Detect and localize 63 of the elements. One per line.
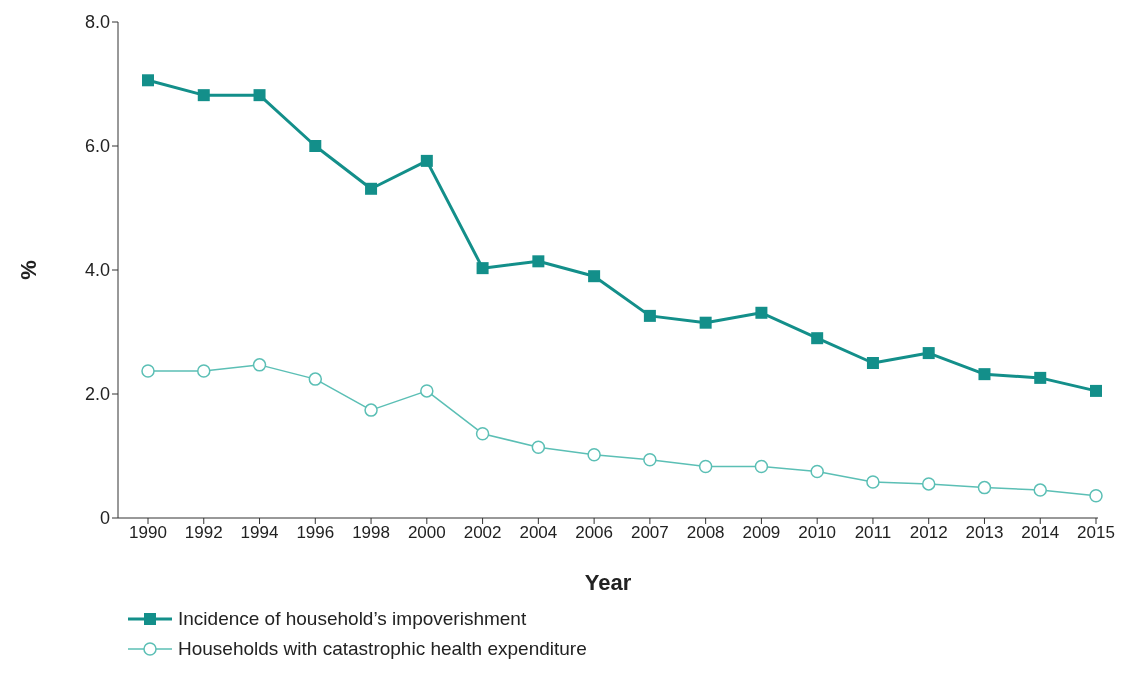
point [921,477,936,491]
point [309,140,322,152]
x-tick-label: 1996 [296,523,335,543]
point [755,306,768,319]
point [308,372,323,386]
point [197,89,210,102]
x-tick-label: 1994 [240,523,279,543]
point [532,255,545,268]
point [588,270,601,283]
x-tick-label: 2008 [686,523,725,543]
y-tick-label: 0 [99,508,110,529]
point [197,364,211,378]
point [252,358,267,372]
point [420,384,434,398]
point [643,309,656,322]
point [810,464,824,479]
point [1089,488,1103,503]
point [420,154,433,167]
x-tick-label: 2004 [519,523,558,543]
point [253,89,266,102]
legend-label: Households with catastrophic health expenditure [178,638,587,660]
point [643,452,657,467]
x-tick-label: 2011 [854,523,892,543]
x-tick-label: 2015 [1077,523,1115,543]
x-tick-label: 2007 [630,523,669,543]
x-tick-label: 2002 [463,523,502,543]
y-axis-title: % [15,260,41,280]
x-tick-label: 1992 [184,523,223,543]
y-tick-label: 8.0 [84,12,110,33]
y-tick-label: 2.0 [84,384,110,405]
point [365,182,378,195]
point [866,357,879,369]
point [476,262,489,275]
point [142,74,154,87]
x-tick-label: 2010 [798,523,837,543]
x-tick-label: 2009 [742,523,781,543]
legend-label: Incidence of household’s impoverishment [178,608,527,630]
point [699,316,712,329]
point [978,368,991,381]
x-tick-label: 2014 [1021,523,1060,543]
point [1090,384,1102,397]
point [811,332,824,345]
point [698,459,713,474]
point [977,480,992,495]
point [754,459,769,474]
point [922,347,935,360]
point [475,426,490,441]
point [364,403,378,417]
point [866,475,880,489]
x-tick-label: 2012 [909,523,948,543]
y-tick-label: 6.0 [84,136,110,157]
x-tick-label: 1990 [129,523,167,543]
point [1034,371,1047,384]
point [141,364,155,378]
x-tick-label: 1998 [352,523,390,543]
point [587,448,601,462]
point [531,440,546,455]
x-tick-label: 2013 [965,523,1004,543]
point [1033,483,1047,497]
x-axis-title: Year [584,570,632,595]
x-tick-label: 2000 [407,523,446,543]
y-tick-label: 4.0 [84,260,110,281]
x-tick-label: 2006 [575,523,614,543]
